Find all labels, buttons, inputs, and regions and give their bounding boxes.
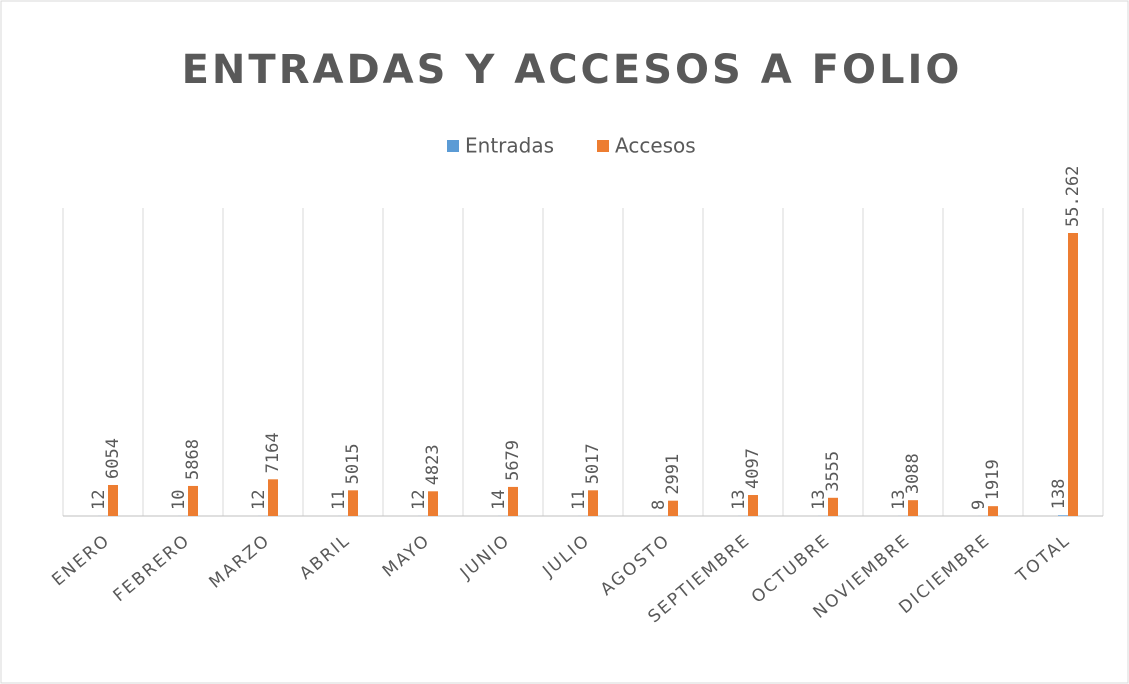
bar — [1068, 233, 1078, 516]
bar — [908, 500, 918, 516]
data-label: 5015 — [343, 443, 363, 484]
data-label: 4097 — [743, 448, 763, 489]
data-label: 12 — [409, 489, 429, 509]
data-label: 5017 — [583, 443, 603, 484]
legend-label: Entradas — [465, 134, 554, 158]
legend-label: Accesos — [615, 134, 696, 158]
bar — [268, 479, 278, 516]
data-label: 3555 — [823, 451, 843, 492]
legend-swatch — [597, 140, 609, 152]
bar — [428, 491, 438, 516]
data-label: 13 — [729, 489, 749, 509]
bar — [188, 485, 198, 516]
bar — [348, 490, 358, 516]
legend-swatch — [447, 140, 459, 152]
data-label: 13 — [889, 489, 909, 509]
data-label: 5679 — [503, 440, 523, 481]
data-label: 4823 — [423, 444, 443, 485]
data-label: 10 — [169, 489, 189, 509]
data-label: 14 — [489, 489, 509, 509]
bar — [108, 484, 118, 516]
data-label: 9 — [969, 500, 989, 510]
bar — [828, 497, 838, 516]
data-label: 5868 — [183, 439, 203, 480]
data-label: 1919 — [983, 459, 1003, 500]
data-label: 7164 — [263, 432, 283, 473]
chart-title: ENTRADAS Y ACCESOS A FOLIO — [182, 47, 963, 93]
data-label: 55.262 — [1063, 166, 1083, 227]
bar — [668, 500, 678, 516]
data-label: 12 — [89, 489, 109, 509]
bar — [508, 486, 518, 516]
bar — [588, 490, 598, 516]
data-label: 11 — [329, 489, 349, 509]
bar — [748, 495, 758, 516]
bar — [988, 506, 998, 516]
data-label: 8 — [649, 500, 669, 510]
data-label: 2991 — [663, 454, 683, 495]
data-label: 12 — [249, 489, 269, 509]
bar — [1058, 515, 1068, 516]
data-label: 3088 — [903, 453, 923, 494]
data-label: 138 — [1049, 479, 1069, 510]
data-label: 13 — [809, 489, 829, 509]
data-label: 11 — [569, 489, 589, 509]
data-label: 6054 — [103, 438, 123, 479]
